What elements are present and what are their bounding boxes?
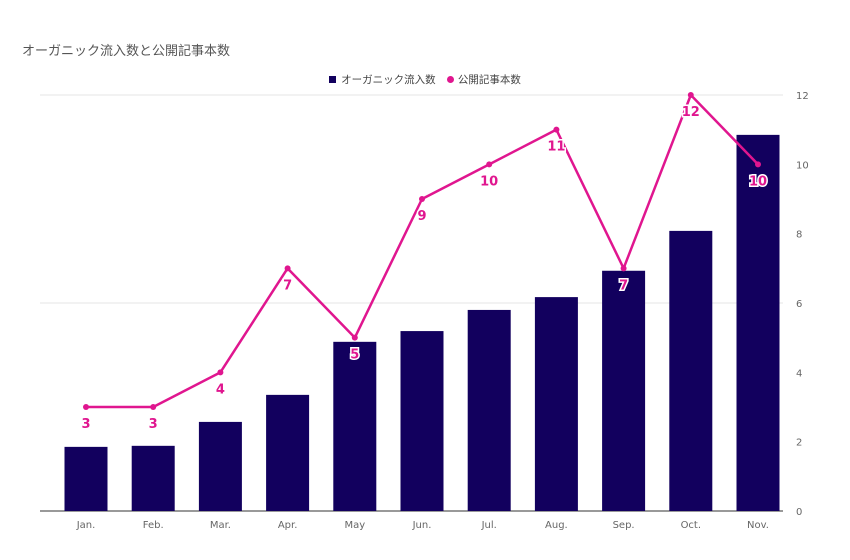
x-tick-label: Aug. bbox=[545, 520, 568, 531]
legend-item-line[interactable]: 公開記事本数 bbox=[446, 72, 521, 87]
legend-swatch-bar bbox=[329, 76, 337, 83]
legend-label-line: 公開記事本数 bbox=[457, 74, 521, 86]
line-point bbox=[486, 161, 493, 168]
line-point bbox=[351, 334, 358, 341]
y-tick-label: 4 bbox=[796, 368, 802, 379]
bar bbox=[534, 297, 578, 511]
x-tick-label: Jun. bbox=[412, 520, 432, 531]
chart-legend: オーガニック流入数 公開記事本数 bbox=[0, 72, 850, 87]
line-point bbox=[150, 404, 157, 410]
y-tick-label: 8 bbox=[796, 230, 802, 241]
line-point bbox=[419, 196, 425, 202]
line-point bbox=[620, 265, 627, 272]
data-label: 7 bbox=[283, 278, 292, 293]
bar bbox=[131, 445, 175, 511]
bar bbox=[198, 421, 242, 511]
data-label: 7 bbox=[619, 278, 628, 293]
y-tick-label: 10 bbox=[796, 160, 809, 171]
bar bbox=[467, 309, 511, 511]
data-label: 12 bbox=[682, 105, 700, 120]
data-label: 4 bbox=[216, 382, 225, 397]
bar bbox=[602, 270, 646, 511]
bar bbox=[669, 230, 713, 512]
bar bbox=[736, 134, 780, 511]
x-tick-label: Mar. bbox=[210, 520, 231, 531]
data-label: 11 bbox=[547, 140, 565, 155]
bar bbox=[333, 341, 377, 511]
y-tick-label: 12 bbox=[796, 91, 809, 102]
x-tick-label: Jul. bbox=[481, 520, 497, 531]
bar bbox=[64, 446, 108, 511]
x-tick-label: Sep. bbox=[613, 520, 635, 531]
data-label: 10 bbox=[749, 174, 767, 189]
legend-swatch-line bbox=[446, 76, 454, 83]
x-tick-label: Jan. bbox=[76, 520, 96, 531]
legend-label-bar: オーガニック流入数 bbox=[341, 74, 436, 86]
data-label: 3 bbox=[81, 417, 90, 432]
line-point bbox=[687, 92, 694, 98]
line-point bbox=[217, 369, 224, 376]
line-point bbox=[755, 161, 761, 168]
chart-title: オーガニック流入数と公開記事本数 bbox=[22, 44, 231, 59]
data-label: 10 bbox=[480, 174, 498, 189]
x-tick-label: May bbox=[344, 520, 365, 531]
data-label: 3 bbox=[149, 417, 158, 432]
y-tick-label: 0 bbox=[796, 507, 802, 518]
y-tick-label: 2 bbox=[796, 438, 802, 449]
legend-item-bar[interactable]: オーガニック流入数 bbox=[329, 72, 436, 87]
line-point bbox=[284, 265, 291, 272]
x-tick-label: Apr. bbox=[278, 520, 298, 531]
bar bbox=[400, 331, 444, 511]
x-tick-label: Nov. bbox=[747, 520, 769, 531]
bar bbox=[266, 394, 310, 511]
data-label: 5 bbox=[350, 348, 359, 363]
data-label: 9 bbox=[417, 209, 426, 224]
line-point bbox=[553, 126, 560, 133]
x-tick-label: Oct. bbox=[681, 520, 701, 531]
x-tick-label: Feb. bbox=[143, 520, 164, 531]
line-point bbox=[83, 404, 89, 410]
y-tick-label: 6 bbox=[796, 299, 802, 310]
